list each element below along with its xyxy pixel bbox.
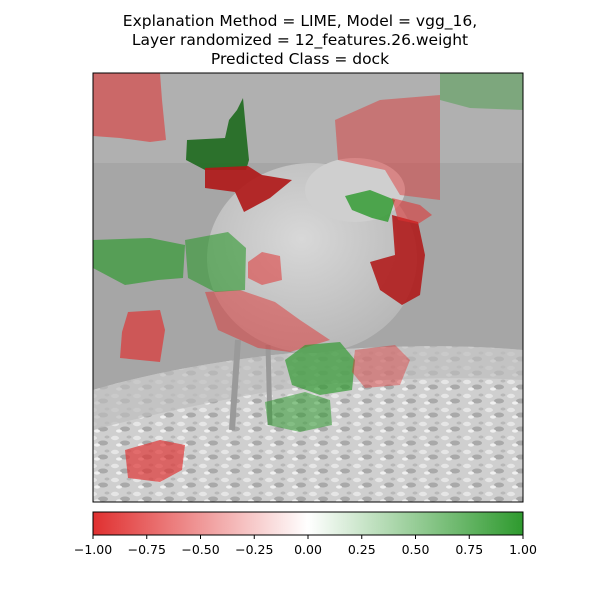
seg-right-top-red: [335, 95, 440, 200]
colorbar-tick-label: −0.25: [235, 542, 273, 557]
seg-top-center-red: [205, 166, 292, 212]
seg-center-green: [285, 342, 355, 395]
seg-right-green-small: [345, 190, 395, 222]
plot-frame: [92, 72, 524, 503]
title-line-3: Predicted Class = dock: [210, 50, 390, 68]
colorbar-tick-label: 0.50: [402, 542, 430, 557]
colorbar-tick-label: 0.00: [294, 542, 322, 557]
colorbar-ticks: −1.00 −0.75 −0.50 −0.25 0.00 0.25 0.50 0.75 1.00: [74, 535, 537, 557]
colorbar-tick-label: −0.50: [181, 542, 219, 557]
seg-bird-lower-green: [185, 232, 246, 292]
colorbar-tick-label: 1.00: [509, 542, 537, 557]
bird-leg-left: [229, 339, 241, 431]
seg-top-right-green: [440, 73, 523, 110]
background-top-band: [93, 73, 523, 163]
seg-left-mid-green: [93, 238, 185, 285]
colorbar-tick-label: −1.00: [74, 542, 112, 557]
seg-top-center-green: [186, 98, 249, 170]
title-line-2: Layer randomized = 12_features.26.weight: [131, 31, 469, 49]
figure-title: Explanation Method = LIME, Model = vgg_1…: [0, 12, 600, 69]
seg-left-lower-red: [120, 310, 165, 362]
colorbar-tick-label: 0.25: [348, 542, 376, 557]
colorbar-tick-label: 0.75: [455, 542, 483, 557]
seg-bottom-mid-red: [352, 345, 410, 388]
colorbar-tick-label: −0.75: [128, 542, 166, 557]
seg-bottom-right-green: [265, 392, 332, 432]
ground-shade: [93, 346, 523, 430]
lime-segments: [93, 73, 523, 482]
colorbar-gradient: [93, 512, 523, 535]
seg-top-left-red: [93, 73, 166, 142]
seg-bird-belly-red: [205, 290, 330, 352]
seg-right-mid-red: [370, 215, 425, 305]
seg-bottom-left-red: [125, 440, 185, 482]
title-line-1: Explanation Method = LIME, Model = vgg_1…: [122, 12, 478, 30]
colorbar: −1.00 −0.75 −0.50 −0.25 0.00 0.25 0.50 0.75 1.00: [74, 511, 537, 557]
seg-bird-center-red: [392, 198, 432, 224]
seg-left-mid-red: [248, 252, 282, 285]
